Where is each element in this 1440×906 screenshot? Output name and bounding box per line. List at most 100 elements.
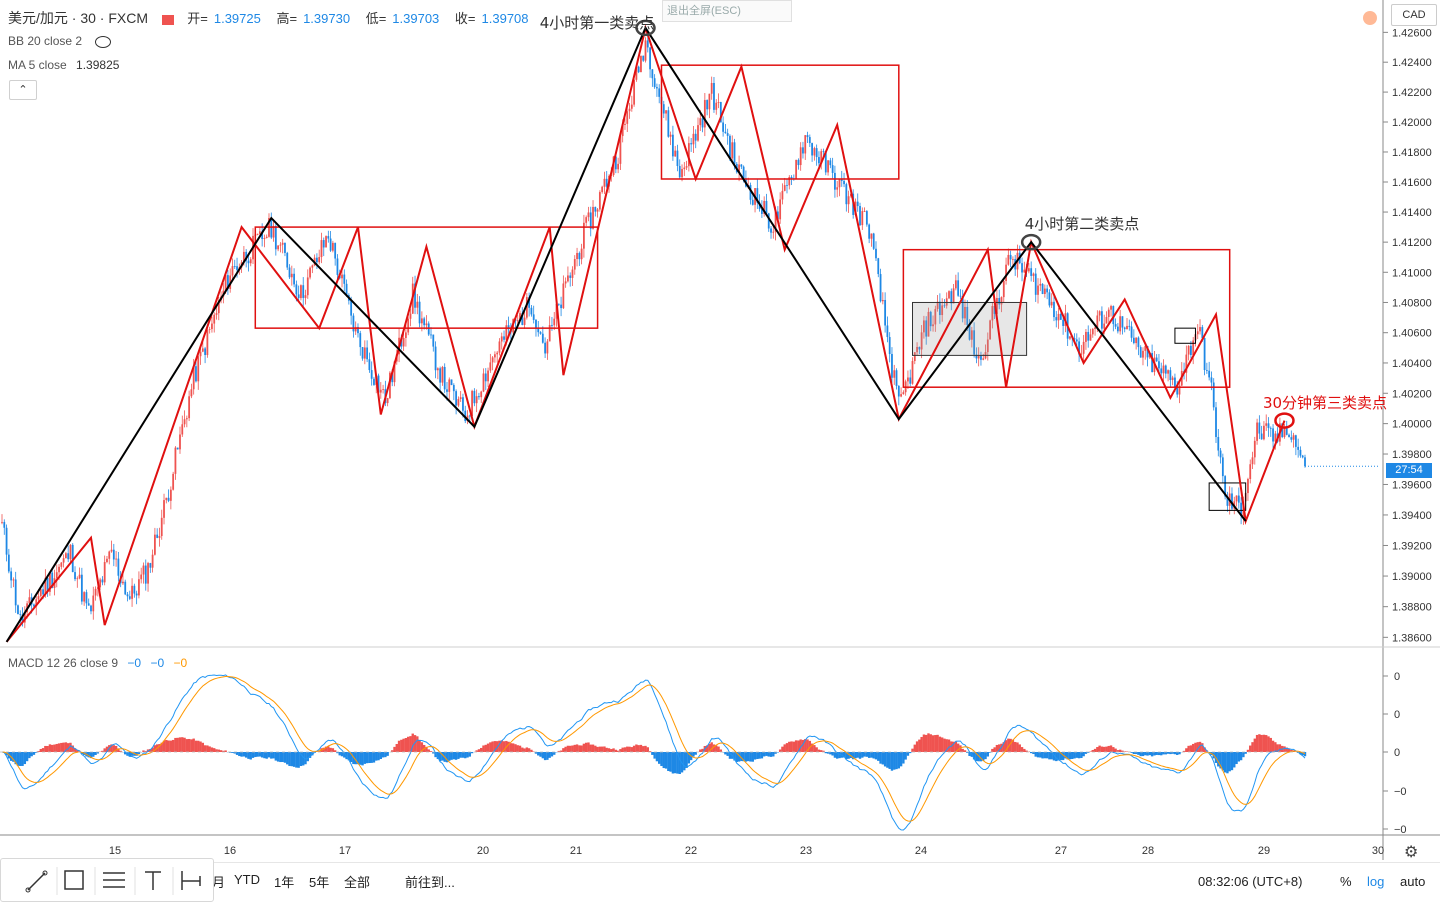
macd-histogram-bar [546,752,548,760]
candle-body [316,258,318,262]
macd-histogram-bar [459,752,461,758]
candle-body [711,83,713,94]
candle-body [1085,332,1087,342]
candle-body [307,277,309,295]
y-tick-label: 1.39400 [1392,510,1432,522]
macd-histogram-bar [199,742,201,752]
macd-histogram-bar [603,746,605,752]
candle-body [588,212,590,217]
alert-dot-icon[interactable] [1363,11,1377,25]
candle-body [900,394,902,396]
gear-icon[interactable]: ⚙ [1404,842,1418,862]
log-scale-toggle[interactable]: log [1367,874,1384,889]
macd-histogram-bar [674,752,676,773]
macd-legend[interactable]: MACD 12 26 close 9 −0 −0 −0 [8,656,187,670]
macd-histogram-bar [587,742,589,752]
candle-body [752,200,754,205]
macd-histogram-bar [268,752,270,757]
candle-body [1290,437,1292,440]
candle-body [279,245,281,246]
candle-body [1007,255,1009,265]
range-all[interactable]: 全部 [344,872,370,891]
candle-body [70,545,72,559]
candle-body [74,572,76,579]
candle-body [1167,370,1169,373]
candle-body [343,275,345,284]
macd-histogram-bar [683,752,685,770]
candle-body [236,266,238,270]
candle-body [1284,428,1286,437]
macd-histogram-bar [284,752,286,763]
macd-histogram-bar [526,747,528,752]
macd-histogram-bar [695,752,697,755]
macd-histogram-bar [875,752,877,759]
candle-body [795,160,797,179]
range-ytd[interactable]: YTD [234,872,260,887]
trend-line-icon[interactable] [26,871,47,892]
fib-lines-icon[interactable] [103,873,125,887]
indicator-ma[interactable]: MA 5 close 1.39825 [8,58,125,72]
candle-body [544,343,546,354]
macd-histogram-bar [1190,745,1192,752]
text-tool-icon[interactable] [145,872,161,890]
collapse-legend-button[interactable]: ⌃ [9,80,37,100]
auto-scale-toggle[interactable]: auto [1400,874,1425,889]
candle-body [117,559,119,576]
goto-date-button[interactable]: 前往到... [405,872,455,891]
x-tick-label: 15 [109,845,121,857]
candle-body [1117,327,1119,332]
candle-body [111,550,113,552]
range-5y[interactable]: 5年 [309,872,329,891]
candle-body [1286,428,1288,435]
macd-histogram-bar [243,752,245,757]
candle-body [1033,274,1035,276]
candle-body [1069,336,1071,338]
macd-histogram-bar [795,740,797,752]
y-tick-label: 1.40600 [1392,328,1432,340]
indicator-bb[interactable]: BB 20 close 2 [8,34,117,48]
exit-fullscreen-hint[interactable]: 退出全屏(ESC) [662,0,792,22]
macd-histogram-bar [920,737,922,752]
candle-body [154,535,156,555]
candle-body [195,366,197,381]
candle-body [257,234,259,235]
macd-histogram-bar [610,749,612,752]
macd-histogram-bar [92,752,94,757]
symbol-title[interactable]: 美元/加元 · 30 · FXCM [8,10,148,26]
candle-body [873,234,875,249]
currency-button[interactable]: CAD [1391,4,1437,26]
measure-icon[interactable] [182,871,200,890]
macd-histogram-bar [1094,749,1096,752]
candle-body [859,206,861,225]
macd-histogram-bar [1240,752,1242,760]
candle-body [597,209,599,211]
range-1y[interactable]: 1年 [274,872,294,891]
macd-histogram-bar [528,748,530,752]
clock-timezone[interactable]: 08:32:06 (UTC+8) [1198,874,1302,889]
macd-histogram-bar [656,752,658,761]
candle-body [275,226,277,249]
eye-hidden-icon[interactable] [95,36,111,48]
candle-body [813,148,815,155]
candle-body [501,336,503,341]
candle-body [982,358,984,359]
candle-body [1012,259,1014,260]
candle-body [1204,338,1206,370]
candle-body [58,567,60,572]
macd-histogram-bar [1069,752,1071,759]
flag-icon[interactable] [162,15,174,25]
candle-body [1270,428,1272,429]
macd-histogram-bar [19,752,21,766]
rectangle-icon[interactable] [65,871,83,889]
candle-body [638,67,640,72]
candle-body [1300,450,1302,456]
candle-body [1083,342,1085,354]
candle-body [807,135,809,137]
candle-body [546,341,548,353]
macd-histogram-bar [861,752,863,758]
macd-histogram-bar [993,747,995,752]
candle-body [489,362,491,370]
percent-scale-toggle[interactable]: % [1340,874,1352,889]
drawing-tools [1,859,213,901]
